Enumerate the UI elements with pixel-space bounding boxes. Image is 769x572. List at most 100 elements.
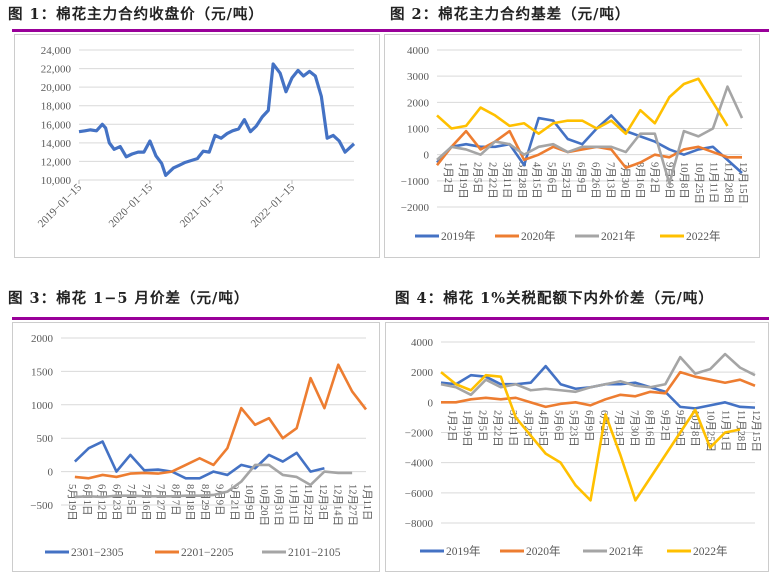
- chart2-legend-label: 2021年: [601, 229, 636, 243]
- chart4-ytick-label: 2000: [411, 367, 434, 379]
- chart4-xtick-label: 12月15日: [750, 410, 762, 452]
- chart2-xtick-label: 2月22日: [486, 162, 498, 199]
- chart3-legend-label: 2201−2205: [181, 547, 234, 559]
- chart4-xtick-label: 11月28日: [735, 410, 747, 452]
- chart4-xtick-label: 1月19日: [461, 410, 473, 447]
- chart4-xtick-label: 6月9日: [583, 410, 595, 442]
- chart4-legend-label: 2022年: [693, 544, 728, 558]
- chart4-xtick-label: 1月2日: [446, 410, 458, 442]
- chart4-ytick-label: −4000: [405, 458, 434, 470]
- chart4-xtick-label: 5月6日: [552, 410, 564, 442]
- chart4-xtick-label: 7月30日: [628, 410, 640, 447]
- chart3-rule: [12, 317, 380, 320]
- chart4-xtick-label: 8月16日: [644, 410, 656, 447]
- chart4-xtick-label: 5月23日: [568, 410, 580, 447]
- chart2-xtick-label: 2月5日: [472, 162, 484, 194]
- chart4-series-line-3: [440, 371, 741, 502]
- chart2-ytick-label: 2000: [407, 97, 430, 109]
- chart2-xtick-label: 6月9日: [575, 162, 587, 194]
- chart3-series-line-0: [73, 440, 325, 480]
- chart1-xtick-label: 2021−01−15: [178, 181, 227, 230]
- chart2-series-line-2: [436, 85, 744, 185]
- chart3-ytick-label: 0: [48, 467, 54, 479]
- chart2-xtick-label: 10月8日: [678, 162, 690, 199]
- chart1-ytick-label: 24,000: [41, 45, 72, 57]
- chart3-xtick-label: 6月23日: [110, 484, 122, 521]
- chart4-legend-label: 2019年: [446, 544, 481, 558]
- chart1-ytick-label: 10,000: [41, 175, 72, 187]
- chart2-xtick-label: 12月15日: [737, 162, 749, 204]
- chart2-ytick-label: 0: [424, 150, 430, 162]
- chart3-xtick-label: 1月11日: [361, 484, 373, 520]
- chart2-ytick-label: 4000: [407, 45, 430, 57]
- chart2-xtick-label: 6月26日: [590, 162, 602, 199]
- chart3-series-line-2: [74, 463, 353, 499]
- chart4-series-line-2: [440, 352, 756, 397]
- chart4-xtick-label: 11月11日: [720, 410, 732, 451]
- chart2-xtick-label: 9月2日: [649, 162, 661, 194]
- chart2-xtick-label: 4月15日: [531, 162, 543, 199]
- chart2-series-line-1: [435, 129, 742, 170]
- chart3-xtick-label: 11月11日: [287, 484, 299, 525]
- chart4-title: 图 4：棉花 1%关税配额下内外价差（元/吨）: [395, 290, 714, 307]
- chart2-xtick-label: 3月28日: [516, 162, 528, 199]
- chart3-xtick-label: 10月20日: [258, 484, 270, 526]
- chart2-xtick-label: 5月6日: [545, 162, 557, 194]
- chart3-xtick-label: 9月9日: [214, 484, 226, 516]
- chart1-xtick-label: 2022−01−15: [249, 181, 298, 230]
- chart1-ytick-label: 12,000: [41, 156, 72, 168]
- chart2-ytick-label: −2000: [401, 202, 430, 214]
- chart1-title: 图 1：棉花主力合约收盘价（元/吨）: [8, 6, 264, 23]
- chart3-xtick-label: 7月16日: [140, 484, 152, 521]
- chart2-series-line-3: [436, 77, 729, 136]
- chart3-legend-label: 2101−2105: [288, 547, 341, 559]
- chart2-title: 图 2：棉花主力合约基差（元/吨）: [390, 6, 631, 23]
- chart3-xtick-label: 12月3日: [317, 484, 329, 521]
- chart4-xtick-label: 7月13日: [613, 410, 625, 447]
- chart1-ytick-label: 14,000: [41, 138, 72, 150]
- chart3-xtick-label: 11月22日: [302, 484, 314, 526]
- chart4-ytick-label: 0: [428, 397, 434, 409]
- chart4-legend-label: 2020年: [526, 544, 561, 558]
- chart3-ytick-label: 1500: [31, 366, 54, 378]
- chart3-ytick-label: 500: [37, 433, 54, 445]
- chart2-ytick-label: 3000: [407, 71, 430, 83]
- chart2-xtick-label: 11月28日: [722, 162, 734, 204]
- chart2-legend-label: 2022年: [686, 229, 721, 243]
- chart2-xtick-label: 7月13日: [604, 162, 616, 199]
- chart3-xtick-label: 10月9日: [243, 484, 255, 521]
- chart2-legend-label: 2020年: [521, 229, 556, 243]
- chart4-xtick-label: 3月11日: [507, 410, 519, 446]
- chart4-xtick-label: 2月22日: [492, 410, 504, 447]
- chart2-xtick-label: 1月19日: [457, 162, 469, 199]
- chart3-xtick-label: 7月5日: [125, 484, 137, 516]
- chart4-ytick-label: −8000: [405, 518, 434, 530]
- chart3-xtick-label: 6月12日: [96, 484, 108, 521]
- chart3-ytick-label: 2000: [31, 333, 54, 345]
- chart1-xtick-label: 2020−01−15: [107, 181, 156, 230]
- chart1-panel: [14, 34, 380, 258]
- chart1-series-line: [78, 62, 356, 177]
- chart2-xtick-label: 10月25日: [693, 162, 705, 204]
- chart4-ytick-label: 4000: [411, 337, 434, 349]
- chart2-xtick-label: 3月11日: [501, 162, 513, 198]
- chart3-xtick-label: 8月7日: [169, 484, 181, 516]
- chart1-rule: [12, 29, 380, 32]
- chart3-xtick-label: 12月14日: [332, 484, 344, 526]
- chart2-xtick-label: 5月23日: [560, 162, 572, 199]
- chart4-rule: [380, 317, 769, 320]
- chart4-xtick-label: 4月15日: [537, 410, 549, 447]
- chart3-xtick-label: 10月31日: [273, 484, 285, 526]
- chart2-legend-label: 2019年: [441, 229, 476, 243]
- chart4-series-line-1: [441, 370, 756, 409]
- chart3-xtick-label: 12月27日: [346, 484, 358, 526]
- chart4-legend-label: 2021年: [609, 544, 644, 558]
- chart2-xtick-label: 11月11日: [708, 162, 720, 203]
- chart1-ytick-label: 22,000: [41, 64, 72, 76]
- chart3-xtick-label: 5月19日: [66, 484, 78, 521]
- chart4-xtick-label: 2月5日: [476, 410, 488, 442]
- chart4-ytick-label: −2000: [405, 428, 434, 440]
- chart2-xtick-label: 7月30日: [619, 162, 631, 199]
- chart1-ytick-label: 18,000: [41, 101, 72, 113]
